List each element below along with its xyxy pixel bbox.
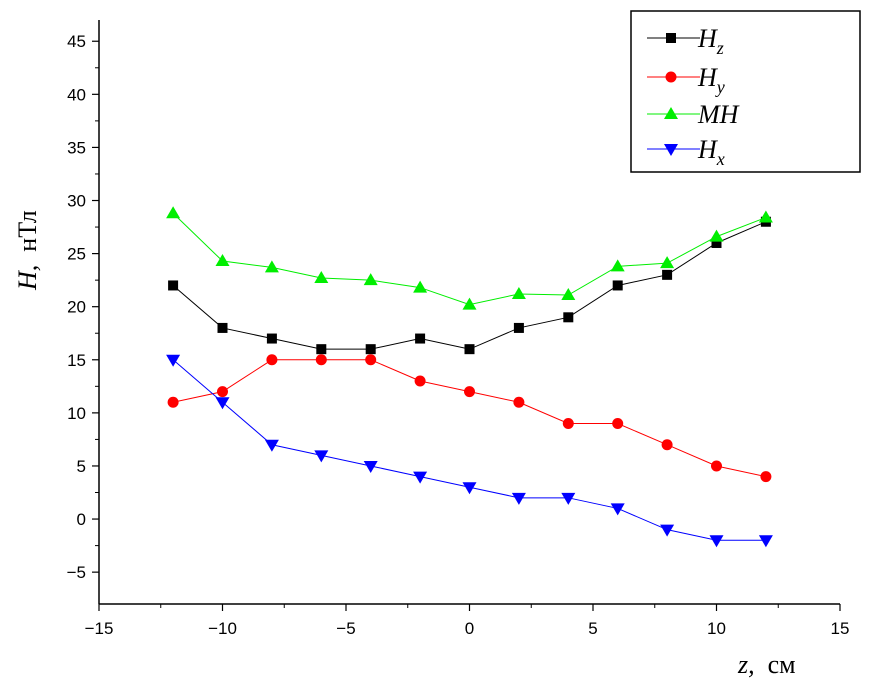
series-hz	[168, 216, 771, 355]
x-tick-label: −15	[85, 619, 114, 638]
data-point	[563, 312, 574, 323]
data-point	[215, 397, 230, 410]
data-point	[561, 492, 576, 505]
series-hx	[166, 354, 773, 548]
series-layer	[166, 206, 773, 548]
legend-label: Hz	[697, 24, 724, 58]
y-tick-label: 25	[67, 245, 86, 264]
x-tick-label: 5	[588, 619, 597, 638]
data-point	[167, 396, 179, 408]
y-tick-label: 20	[67, 298, 86, 317]
data-point	[264, 439, 279, 452]
data-point	[464, 386, 475, 398]
data-point	[264, 260, 279, 273]
data-point	[511, 286, 526, 299]
data-point	[464, 344, 475, 355]
data-point	[709, 229, 724, 242]
legend: Hz Hy MH Hx	[630, 10, 861, 173]
data-point	[711, 460, 722, 472]
data-point	[168, 280, 179, 291]
x-tick-label: −5	[336, 619, 355, 638]
y-tick-label: 5	[77, 457, 86, 476]
data-point	[662, 269, 673, 280]
legend-marker	[666, 33, 676, 43]
data-point	[363, 273, 378, 286]
data-point	[709, 535, 724, 548]
x-tick-label: −10	[208, 619, 237, 638]
data-point	[316, 344, 327, 355]
x-tick-label: 10	[707, 619, 726, 638]
x-axis-title: z, см	[737, 650, 796, 679]
data-point	[711, 237, 722, 248]
x-tick-label: 0	[465, 619, 474, 638]
data-point	[562, 417, 574, 429]
data-point	[415, 333, 426, 344]
y-tick-label: 15	[67, 351, 86, 370]
data-point	[413, 280, 428, 293]
series-line	[172, 359, 767, 478]
legend-marker	[664, 144, 678, 156]
y-tick-label: 0	[77, 510, 86, 529]
data-point	[513, 396, 525, 408]
legend-label: MH	[697, 100, 740, 129]
data-point	[612, 280, 623, 291]
legend-marker	[664, 107, 678, 119]
data-point	[217, 322, 228, 333]
axes: −5 0 5 10 15 20 25 30 35 40 45 −15 −10 −5 0 5 10 15	[67, 20, 850, 638]
data-point	[266, 354, 278, 366]
data-point	[513, 322, 524, 333]
y-tick-label: 30	[67, 192, 86, 211]
y-tick-label: 45	[67, 32, 86, 51]
data-point	[758, 535, 773, 548]
data-point	[612, 417, 624, 429]
data-point	[462, 297, 477, 310]
data-point	[365, 344, 376, 355]
data-point	[660, 256, 675, 269]
data-point	[760, 471, 772, 483]
legend-label: Hy	[697, 63, 725, 97]
data-point	[217, 386, 228, 398]
y-tick-label: −5	[67, 563, 86, 582]
data-point	[511, 492, 526, 505]
series-mh	[166, 206, 773, 310]
data-point	[215, 254, 230, 267]
series-hy	[167, 354, 772, 483]
data-point	[758, 210, 773, 223]
data-point	[414, 375, 426, 387]
data-point	[315, 354, 327, 366]
legend-marker	[665, 71, 677, 83]
x-tick-label: 15	[831, 619, 850, 638]
y-tick-label: 10	[67, 404, 86, 423]
data-point	[610, 259, 625, 272]
data-point	[413, 471, 428, 484]
legend-label: Hx	[697, 135, 725, 169]
data-point	[660, 524, 675, 537]
series-line	[172, 221, 767, 350]
data-point	[561, 288, 576, 301]
data-point	[314, 450, 329, 463]
data-point	[166, 354, 181, 367]
data-point	[266, 333, 277, 344]
axis-titles: z, см H, нТл	[13, 210, 796, 679]
data-point	[166, 206, 181, 219]
data-point	[462, 482, 477, 495]
y-axis-title: H, нТл	[13, 210, 42, 291]
data-point	[365, 354, 377, 366]
data-point	[661, 439, 673, 451]
data-point	[314, 271, 329, 284]
y-tick-label: 35	[67, 138, 86, 157]
series-line	[172, 212, 767, 306]
data-point	[610, 503, 625, 516]
data-point	[363, 460, 378, 473]
y-tick-label: 40	[67, 85, 86, 104]
legend-box	[630, 10, 861, 173]
